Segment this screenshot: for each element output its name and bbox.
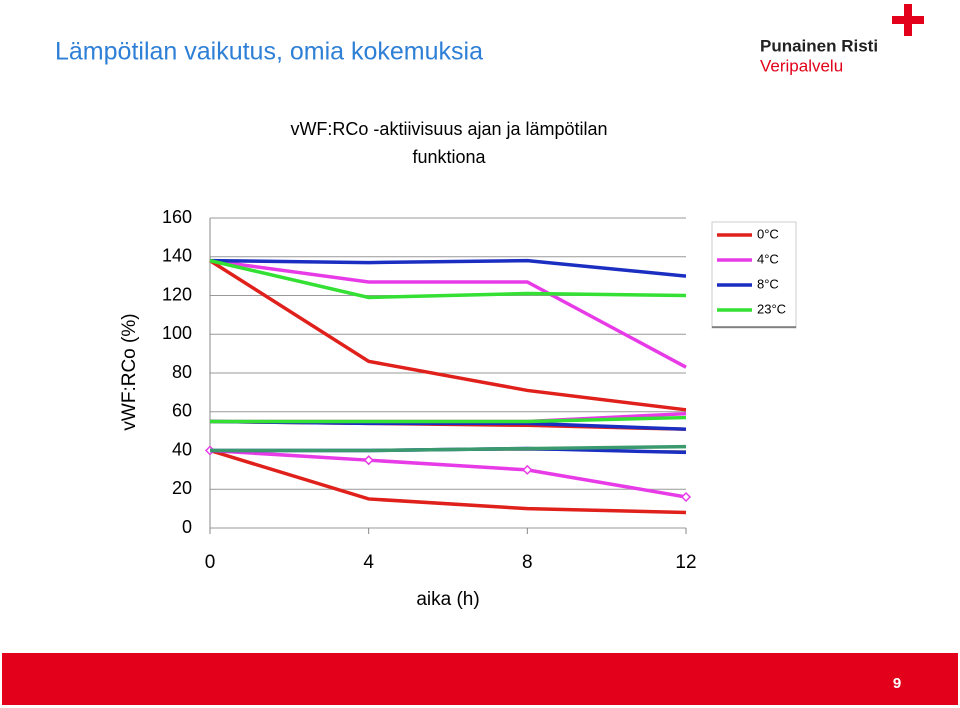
plot: 0 20 40 60 80 100 120 140 160 0 4 8 12 <box>162 207 697 573</box>
legend-label: 0°C <box>757 226 779 241</box>
y-tick-label: 0 <box>182 517 192 537</box>
page-number: 9 <box>893 675 901 692</box>
legend-label: 8°C <box>757 276 779 291</box>
series-line <box>210 444 687 453</box>
logo-cross <box>892 16 924 24</box>
series-line <box>209 448 687 515</box>
y-tick-label: 160 <box>162 207 192 227</box>
series-line <box>209 259 687 412</box>
x-tick-label: 0 <box>205 552 216 573</box>
y-tick-label: 120 <box>162 284 192 304</box>
x-tick-label: 12 <box>675 552 696 573</box>
chart-subtitle: funktiona <box>412 147 486 167</box>
x-tick-label: 4 <box>363 552 374 573</box>
series-line <box>209 448 687 499</box>
chart-title: vWF:RCo -aktiivisuus ajan ja lämpötilan <box>290 119 607 139</box>
y-tick-label: 60 <box>172 401 192 421</box>
series-line <box>209 258 687 300</box>
series-line <box>209 258 687 278</box>
y-tick-label: 100 <box>162 323 192 343</box>
y-tick-label: 40 <box>172 439 192 459</box>
logo-text: Punainen Risti <box>760 36 878 55</box>
x-tick-label: 8 <box>522 552 533 573</box>
point-marker <box>680 491 692 503</box>
legend-label: 23°C <box>757 301 786 316</box>
y-tick-label: 20 <box>172 478 192 498</box>
footer-band <box>2 653 958 705</box>
legend-label: 4°C <box>757 251 779 266</box>
y-tick-label: 140 <box>162 246 192 266</box>
series-line <box>210 415 687 424</box>
logo-text: Veripalvelu <box>760 56 843 75</box>
point-marker <box>363 455 374 466</box>
legend: 0°C 4°C 8°C 23°C <box>717 226 786 316</box>
y-tick-label: 80 <box>172 362 192 382</box>
slide-title: Lämpötilan vaikutus, omia kokemuksia <box>55 38 483 66</box>
point-marker <box>522 464 533 475</box>
y-axis-label: vWF:RCo (%) <box>119 313 140 430</box>
series-line <box>209 258 687 369</box>
x-axis-label: aika (h) <box>416 589 479 610</box>
